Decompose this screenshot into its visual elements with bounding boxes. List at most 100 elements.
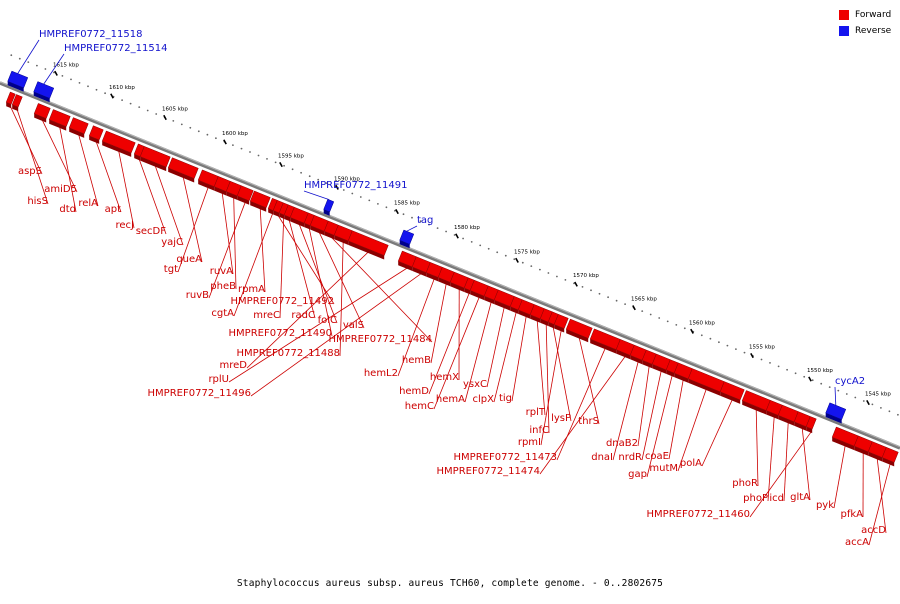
gene-label[interactable]: pyk <box>816 500 834 511</box>
gene-label[interactable]: mutM <box>649 463 678 474</box>
gene-label[interactable]: icd <box>769 493 784 504</box>
gene-amiD5[interactable] <box>34 103 50 122</box>
scale-dot <box>786 369 788 371</box>
gene-label[interactable]: accA <box>845 537 869 548</box>
gene-label[interactable]: HMPREF0772_11492 <box>231 296 334 307</box>
gene-label[interactable]: HMPREF0772_11460 <box>647 509 750 520</box>
scale-dot <box>215 137 217 139</box>
scale-dot <box>309 175 311 177</box>
gene-label[interactable]: phoR <box>732 478 758 489</box>
gene-label[interactable]: radC <box>291 310 315 321</box>
gene-label[interactable]: hemA <box>436 394 465 405</box>
gene-label[interactable]: thrS <box>578 416 599 427</box>
scale-dot <box>471 241 473 243</box>
scale-dot <box>889 410 891 412</box>
scale-dot <box>130 103 132 105</box>
gene-shape <box>324 199 334 212</box>
gene-label[interactable]: cgtA <box>211 308 234 319</box>
gene-label[interactable]: rplU <box>208 374 229 385</box>
gene-dtd[interactable] <box>49 110 70 131</box>
gene-label[interactable]: polA <box>680 458 702 469</box>
leader-line <box>44 54 64 84</box>
gene-label[interactable]: HMPREF0772_11474 <box>437 466 540 477</box>
gene-label[interactable]: hisS <box>27 196 48 207</box>
gene-label[interactable]: queA <box>176 254 202 265</box>
scale-dot <box>820 383 822 385</box>
gene-label[interactable]: yajC <box>161 237 183 248</box>
scale-dot <box>539 269 541 271</box>
genes-layer <box>6 71 898 466</box>
gene-HMPREF0772_11491[interactable] <box>324 199 334 216</box>
scale-tick-label: 1555 kbp <box>749 345 775 351</box>
gene-label[interactable]: coaE <box>645 451 669 462</box>
gene-label[interactable]: HMPREF0772_11491 <box>304 180 407 191</box>
gene-label[interactable]: hemC <box>405 401 434 412</box>
gene-label[interactable]: gltA <box>790 492 810 503</box>
gene-label[interactable]: lysP <box>551 413 571 424</box>
gene-label[interactable]: secDF <box>136 226 167 237</box>
gene-label[interactable]: ruvB <box>186 290 209 301</box>
gene-label[interactable]: tag <box>417 215 433 226</box>
gene-label[interactable]: hemX <box>430 372 459 383</box>
gene-label[interactable]: tig <box>499 393 512 404</box>
gene-label[interactable]: recJ <box>116 220 135 231</box>
gene-relA[interactable] <box>69 118 88 138</box>
gene-mreD[interactable] <box>348 231 388 260</box>
gene-label[interactable]: HMPREF0772_11514 <box>64 43 167 54</box>
gene-label[interactable]: HMPREF0772_11518 <box>39 29 142 40</box>
gene-label[interactable]: rpmA <box>238 284 265 295</box>
scale-dot <box>803 376 805 378</box>
gene-label[interactable]: phoP <box>743 493 768 504</box>
gene-label[interactable]: dtd <box>59 204 76 215</box>
gene-label[interactable]: nrdR <box>618 452 642 463</box>
gene-label[interactable]: accD <box>861 525 886 536</box>
gene-label[interactable]: hemL2 <box>364 368 398 379</box>
gene-label[interactable]: HMPREF0772_11496 <box>148 388 251 399</box>
gene-label[interactable]: pfkA <box>841 509 864 520</box>
gene-label[interactable]: valS <box>343 320 364 331</box>
leader-line <box>260 208 265 292</box>
gene-label[interactable]: apt <box>105 204 121 215</box>
gene-label[interactable]: dnaI <box>591 452 613 463</box>
scale-dot <box>854 397 856 399</box>
gene-label[interactable]: ruvA <box>210 266 233 277</box>
leader-line <box>784 423 788 502</box>
gene-label[interactable]: hemD <box>399 386 429 397</box>
gene-rpmA[interactable] <box>250 191 270 212</box>
gene-label[interactable]: tgt <box>164 264 178 275</box>
gene-label[interactable]: mreC <box>253 310 280 321</box>
gene-label[interactable]: pheB <box>210 281 236 292</box>
scale-dot <box>599 293 601 295</box>
scale-dot <box>479 245 481 247</box>
gene-label[interactable]: aspS <box>18 166 42 177</box>
gene-label[interactable]: clpX <box>473 394 495 405</box>
scale-tick-label: 1565 kbp <box>631 297 657 303</box>
gene-label[interactable]: mreD <box>220 360 248 371</box>
gene-label[interactable]: hemB <box>402 355 431 366</box>
gene-label[interactable]: ysxC <box>463 379 487 390</box>
scale-dot <box>87 85 89 87</box>
gene-label[interactable]: rpmI <box>518 437 541 448</box>
gene-apt[interactable] <box>89 126 103 144</box>
scale-dot <box>641 310 643 312</box>
leader-line <box>537 321 545 415</box>
leader-line <box>79 135 98 206</box>
gene-label[interactable]: infC <box>529 425 549 436</box>
gene-label[interactable]: HMPREF0772_11484 <box>329 334 432 345</box>
leader-line <box>546 324 549 433</box>
gene-label[interactable]: folC <box>318 315 337 326</box>
gene-label[interactable]: HMPREF0772_11473 <box>454 452 557 463</box>
scale-dot <box>880 407 882 409</box>
gene-label[interactable]: rplT <box>526 407 546 418</box>
gene-label[interactable]: cycA2 <box>835 376 865 387</box>
gene-label[interactable]: HMPREF0772_11490 <box>229 328 332 339</box>
gene-label[interactable]: HMPREF0772_11488 <box>237 348 340 359</box>
gene-label[interactable]: relA <box>78 198 98 209</box>
gene-label[interactable]: dnaB2 <box>606 438 638 449</box>
scale-dot <box>377 203 379 205</box>
scale-dot <box>121 99 123 101</box>
scale-dot <box>155 113 157 115</box>
gene-label[interactable]: gap <box>628 469 647 480</box>
gene-label[interactable]: amiD5 <box>44 184 77 195</box>
scale-dot <box>488 248 490 250</box>
